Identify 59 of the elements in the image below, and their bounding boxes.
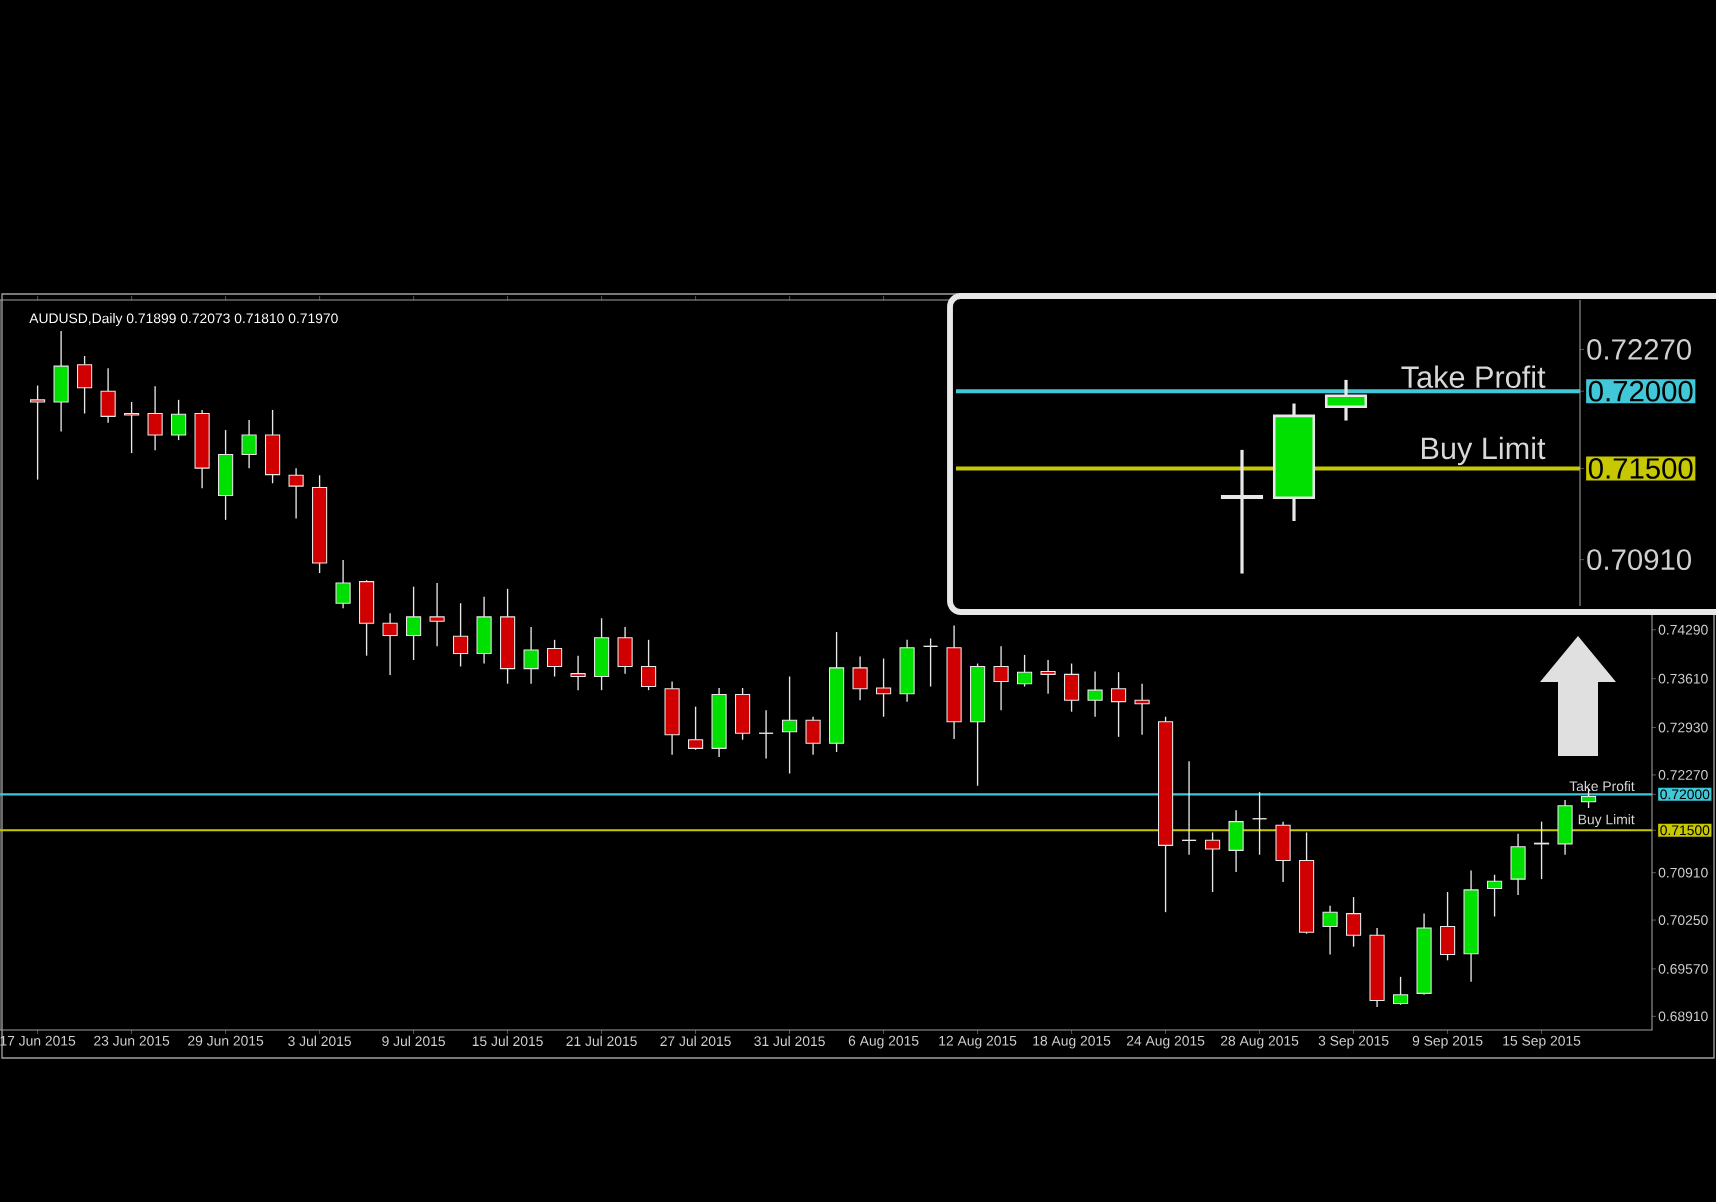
candlestick bbox=[1275, 820, 1291, 883]
candlestick bbox=[1510, 833, 1526, 896]
candlestick bbox=[265, 409, 281, 484]
candlestick bbox=[781, 675, 798, 775]
candlestick bbox=[547, 639, 563, 678]
candlestick bbox=[1016, 654, 1033, 688]
candlestick bbox=[124, 401, 140, 454]
candlestick bbox=[1439, 891, 1456, 961]
candlestick bbox=[1557, 799, 1573, 856]
y-tick-label: 0.72270 bbox=[1587, 339, 1691, 360]
candlestick bbox=[1580, 788, 1597, 809]
candlestick bbox=[1345, 896, 1362, 948]
candlestick bbox=[218, 429, 234, 521]
y-tick-label: 0.70910 bbox=[1587, 549, 1691, 571]
candlestick bbox=[1322, 905, 1338, 956]
candlestick bbox=[993, 645, 1009, 711]
candlestick bbox=[100, 367, 116, 424]
candlestick bbox=[875, 657, 892, 718]
candlestick bbox=[1220, 448, 1264, 576]
candlestick bbox=[382, 612, 398, 676]
ref-line-label: Take Profit bbox=[1401, 365, 1546, 388]
candlestick bbox=[1324, 378, 1368, 423]
candlestick bbox=[805, 716, 821, 756]
candlestick bbox=[1486, 874, 1503, 918]
candlestick bbox=[594, 617, 610, 691]
candlestick bbox=[429, 582, 445, 647]
candlestick bbox=[899, 639, 915, 703]
ref-line-label: Buy Limit bbox=[1422, 436, 1546, 466]
candlestick bbox=[1204, 831, 1221, 893]
candlestick bbox=[77, 355, 93, 415]
candlestick bbox=[1392, 976, 1409, 1006]
candlestick bbox=[852, 655, 868, 701]
y-tick-label: 0.71500 bbox=[1588, 458, 1693, 479]
candlestick bbox=[288, 467, 304, 520]
candlestick bbox=[1134, 683, 1150, 736]
candlestick bbox=[664, 680, 680, 756]
candlestick bbox=[735, 687, 751, 741]
candlestick bbox=[476, 596, 492, 665]
candlestick bbox=[1087, 670, 1103, 718]
candlestick bbox=[1228, 809, 1244, 873]
candlestick bbox=[1533, 820, 1550, 880]
candlestick bbox=[453, 602, 469, 668]
candlestick bbox=[30, 384, 46, 481]
y-tick-label: 0.72000 bbox=[1588, 380, 1693, 402]
candlestick bbox=[617, 626, 633, 675]
candlestick bbox=[523, 626, 539, 685]
candlestick bbox=[1110, 671, 1127, 738]
candlestick bbox=[335, 559, 351, 609]
candlestick bbox=[570, 654, 586, 691]
candlestick bbox=[1040, 659, 1056, 695]
candlestick bbox=[406, 586, 422, 661]
candlestick bbox=[359, 579, 375, 657]
candlestick bbox=[241, 419, 257, 469]
candlestick bbox=[641, 639, 657, 691]
candlestick bbox=[688, 706, 704, 751]
candlestick bbox=[171, 399, 187, 441]
candlestick bbox=[147, 385, 163, 451]
candlestick bbox=[1063, 662, 1080, 713]
candlestick bbox=[53, 330, 69, 433]
